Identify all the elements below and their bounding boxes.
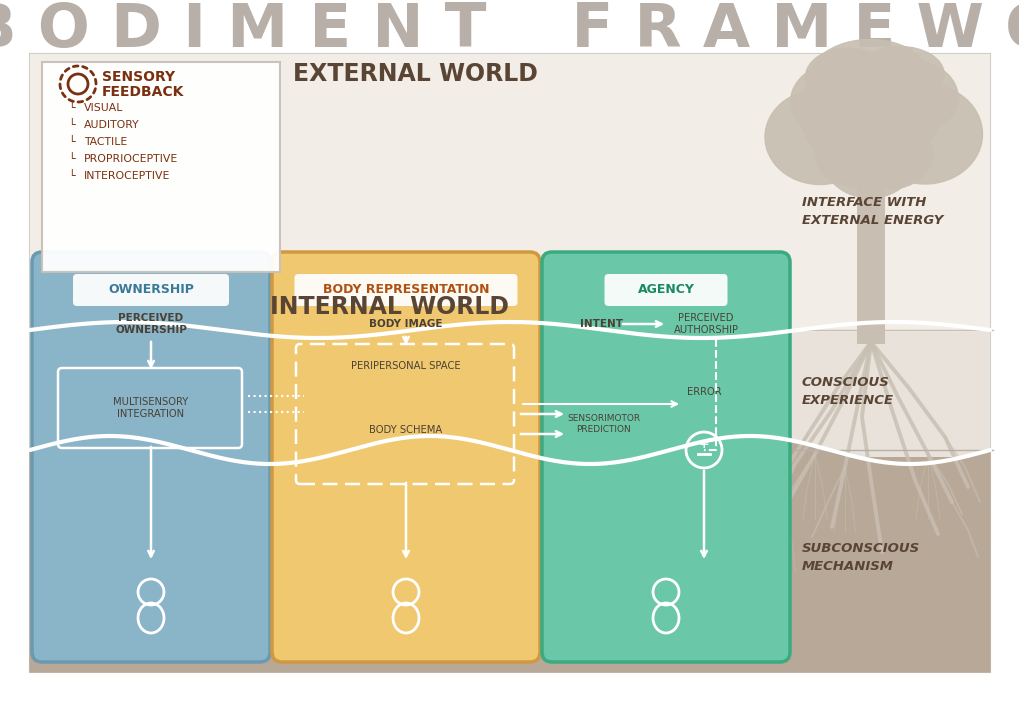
Text: └: └ <box>68 171 74 181</box>
Text: INTERFACE WITH
EXTERNAL ENERGY: INTERFACE WITH EXTERNAL ENERGY <box>801 197 943 227</box>
Ellipse shape <box>790 63 884 141</box>
Text: SUBCONSCIOUS
MECHANISM: SUBCONSCIOUS MECHANISM <box>801 541 919 573</box>
Text: VISUAL: VISUAL <box>84 103 123 113</box>
Text: AUDITORY: AUDITORY <box>84 120 140 130</box>
FancyBboxPatch shape <box>541 252 790 662</box>
Bar <box>30 332 989 462</box>
Text: INTERNAL WORLD: INTERNAL WORLD <box>270 295 510 319</box>
Text: AGENCY: AGENCY <box>637 284 694 296</box>
Text: +: + <box>698 439 708 451</box>
FancyBboxPatch shape <box>42 62 280 272</box>
Ellipse shape <box>855 46 943 102</box>
Text: └: └ <box>68 120 74 130</box>
Text: PERCEIVED
AUTHORSHIP: PERCEIVED AUTHORSHIP <box>673 313 738 335</box>
Ellipse shape <box>857 60 957 135</box>
Ellipse shape <box>799 52 940 172</box>
Ellipse shape <box>807 39 931 124</box>
FancyBboxPatch shape <box>73 274 229 306</box>
Text: PERIPERSONAL SPACE: PERIPERSONAL SPACE <box>351 361 461 371</box>
Text: EXTERNAL WORLD: EXTERNAL WORLD <box>292 62 537 86</box>
Text: BODY IMAGE: BODY IMAGE <box>369 319 442 329</box>
Ellipse shape <box>814 117 894 187</box>
Bar <box>30 54 989 334</box>
Text: SENSORIMOTOR
PREDICTION: SENSORIMOTOR PREDICTION <box>567 414 640 434</box>
Text: BODY SCHEMA: BODY SCHEMA <box>369 425 442 435</box>
Text: FEEDBACK: FEEDBACK <box>102 85 184 99</box>
Polygon shape <box>30 436 989 672</box>
Text: TACTILE: TACTILE <box>84 137 127 147</box>
Text: BODY REPRESENTATION: BODY REPRESENTATION <box>322 284 489 296</box>
Ellipse shape <box>821 116 917 198</box>
Text: └: └ <box>68 137 74 147</box>
Ellipse shape <box>764 89 874 185</box>
Ellipse shape <box>866 84 981 184</box>
FancyBboxPatch shape <box>32 252 270 662</box>
Text: INTEROCEPTIVE: INTEROCEPTIVE <box>84 171 170 181</box>
Ellipse shape <box>847 119 931 189</box>
Text: └: └ <box>68 154 74 164</box>
Text: PERCEIVED
OWNERSHIP: PERCEIVED OWNERSHIP <box>115 313 186 335</box>
Text: ERROR: ERROR <box>686 387 720 397</box>
Text: E M B O D I M E N T    F R A M E W O R K: E M B O D I M E N T F R A M E W O R K <box>0 1 1019 60</box>
Text: PROPRIOCEPTIVE: PROPRIOCEPTIVE <box>84 154 178 164</box>
Text: INTENT: INTENT <box>580 319 623 329</box>
Text: └: └ <box>68 103 74 113</box>
Text: MULTISENSORY
INTEGRATION: MULTISENSORY INTEGRATION <box>113 397 189 419</box>
Ellipse shape <box>805 48 890 106</box>
FancyBboxPatch shape <box>30 54 989 672</box>
FancyBboxPatch shape <box>272 252 539 662</box>
Text: OWNERSHIP: OWNERSHIP <box>108 284 194 296</box>
Bar <box>30 457 989 672</box>
Text: CONSCIOUS
EXPERIENCE: CONSCIOUS EXPERIENCE <box>801 376 893 407</box>
Text: SENSORY: SENSORY <box>102 70 175 84</box>
FancyBboxPatch shape <box>604 274 727 306</box>
FancyBboxPatch shape <box>294 274 517 306</box>
Bar <box>856 159 884 344</box>
